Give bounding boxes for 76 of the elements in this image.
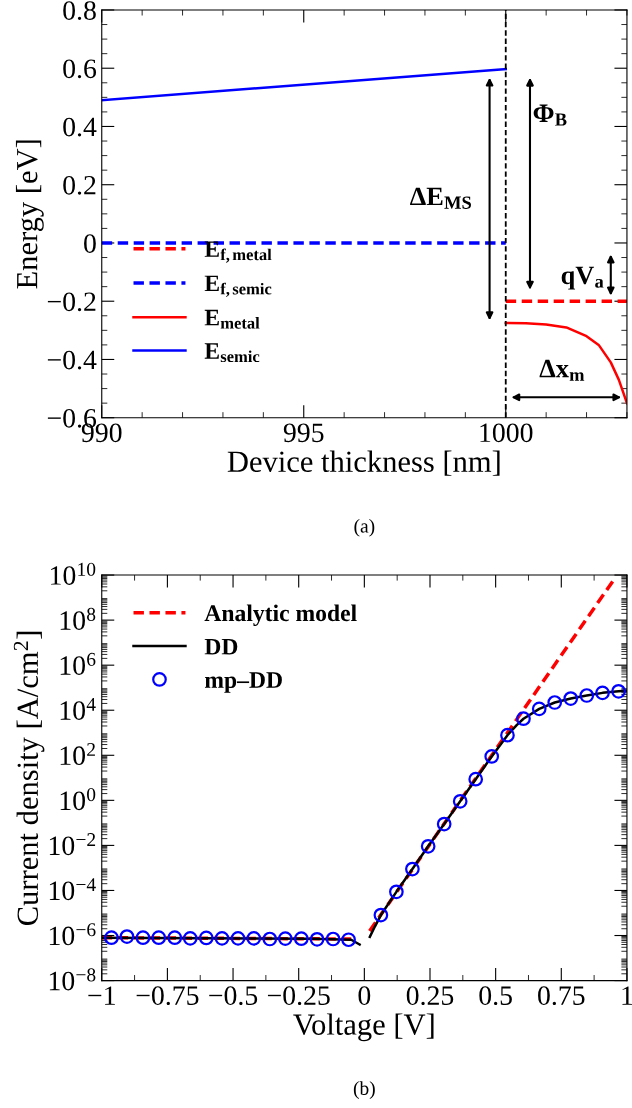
annotation: ΔE$_{MS}$ [410, 187, 471, 209]
point [547, 695, 563, 710]
point [531, 701, 547, 717]
legend-label: E$_{semic}$ [204, 343, 260, 363]
point [611, 683, 626, 699]
point [373, 907, 389, 923]
y-tick-label: 10$^{10}$ [51, 562, 96, 585]
y-tick-label: 10$^{−4}$ [49, 878, 96, 901]
y-tick-label: 0.8 [63, 1, 96, 20]
point [104, 930, 119, 946]
point [119, 929, 135, 944]
y-tick-label: 10$^{2}$ [60, 742, 95, 766]
x-tick-label: 995 [283, 423, 324, 443]
y-tick-label: −0.4 [47, 350, 97, 370]
y-tick-label: 10$^{4}$ [60, 697, 96, 720]
point [452, 793, 468, 809]
point [389, 884, 404, 900]
point [167, 930, 183, 946]
point [151, 930, 167, 946]
annotation: qV$_{a}$ [561, 266, 604, 290]
legend-label: E$_{f,metal}$ [204, 241, 272, 263]
point [420, 838, 436, 854]
legend-label: E$_{metal}$ [204, 309, 260, 329]
point [325, 931, 341, 947]
text: (b) [353, 1081, 375, 1099]
point [309, 931, 325, 947]
x-axis-title: Voltage [V] [293, 1013, 434, 1042]
point [135, 930, 151, 946]
point [484, 749, 500, 764]
x-tick-label: −0.25 [267, 986, 330, 1006]
x-tick-label: −0.75 [136, 986, 199, 1006]
x-tick-label: 0.75 [538, 986, 585, 1006]
legend-label: mp–DD [204, 672, 282, 693]
y-tick-label: 10$^{−6}$ [49, 923, 96, 946]
y-tick-label: 0.4 [63, 117, 97, 137]
point [563, 691, 579, 706]
line-series [504, 321, 627, 405]
y-axis-title: Energy [eV] [15, 140, 44, 289]
point [436, 816, 452, 832]
legend-label: DD [204, 638, 238, 655]
legend-label: Analytic model [204, 604, 357, 627]
x-tick-label: 1000 [480, 423, 533, 443]
y-tick-label: 10$^{−2}$ [49, 833, 96, 856]
x-tick-label: 0 [358, 986, 371, 1005]
x-tick-label: 0.25 [406, 986, 454, 1006]
y-tick-label: 10$^{8}$ [60, 607, 96, 630]
x-tick-label: −0.5 [209, 986, 258, 1006]
annotation: Φ$_{B}$ [533, 104, 567, 126]
point [246, 930, 262, 946]
y-tick-label: 10$^{6}$ [60, 652, 96, 675]
point [293, 931, 309, 947]
point [277, 931, 293, 946]
point [230, 930, 246, 946]
y-tick-label: 0.2 [63, 175, 96, 195]
point [595, 685, 610, 701]
point [262, 931, 278, 947]
text: (a) [354, 518, 375, 537]
x-tick-label: 0.5 [479, 986, 512, 1006]
y-tick-label: −0.2 [47, 292, 96, 312]
x-tick-label: 1 [622, 986, 632, 1005]
point [198, 930, 214, 946]
annotation: Δx$_{m}$ [539, 359, 585, 381]
point [500, 727, 515, 743]
point [468, 771, 484, 787]
point [405, 861, 420, 877]
y-tick-label: 0 [84, 234, 96, 253]
legend-label: E$_{f,semic}$ [204, 275, 272, 297]
y-tick-label: 10$^{0}$ [60, 788, 96, 811]
y-axis-title: Current density [A/cm$^{2}$] [13, 631, 45, 926]
point [182, 930, 198, 946]
x-axis-title: Device thickness [nm] [227, 450, 500, 476]
point [579, 688, 595, 703]
point [341, 932, 356, 948]
point [214, 930, 230, 946]
point [516, 711, 531, 727]
y-tick-label: 0.6 [63, 59, 97, 79]
